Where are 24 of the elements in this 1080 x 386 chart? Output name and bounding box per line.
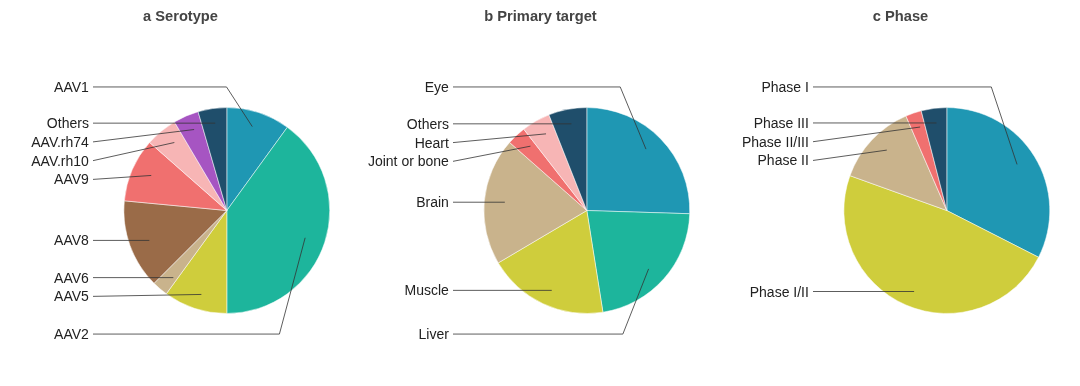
slice-label: Muscle: [404, 282, 450, 299]
slice-label: Others: [406, 115, 449, 132]
slice-label: Phase II/III: [741, 133, 809, 150]
slice-label: Brain: [416, 194, 449, 211]
slice-label: AAV9: [54, 171, 90, 188]
chart-title: a Serotype: [143, 7, 218, 24]
slice-label: Eye: [424, 78, 450, 95]
slice-label: AAV6: [54, 269, 90, 286]
slice-label: AAV5: [54, 288, 90, 305]
slice-label: AAV1: [54, 78, 90, 95]
slice-label: Others: [46, 115, 89, 132]
slice-label: AAV.rh74: [31, 133, 90, 150]
slice-label: Liver: [418, 326, 450, 343]
slice-label: Phase I/II: [749, 283, 809, 300]
slice-label: Phase II: [757, 152, 809, 169]
slice-label: AAV.rh10: [31, 152, 90, 169]
slice-label: Phase III: [753, 114, 809, 131]
slice-label: Heart: [414, 134, 449, 151]
slice-label: AAV2: [54, 326, 90, 343]
chart-title: c Phase: [872, 7, 929, 24]
slice-label: Joint or bone: [367, 153, 450, 170]
chart-title: b Primary target: [484, 7, 597, 24]
slice-label: Phase I: [761, 78, 809, 95]
slice-label: AAV8: [54, 232, 90, 249]
